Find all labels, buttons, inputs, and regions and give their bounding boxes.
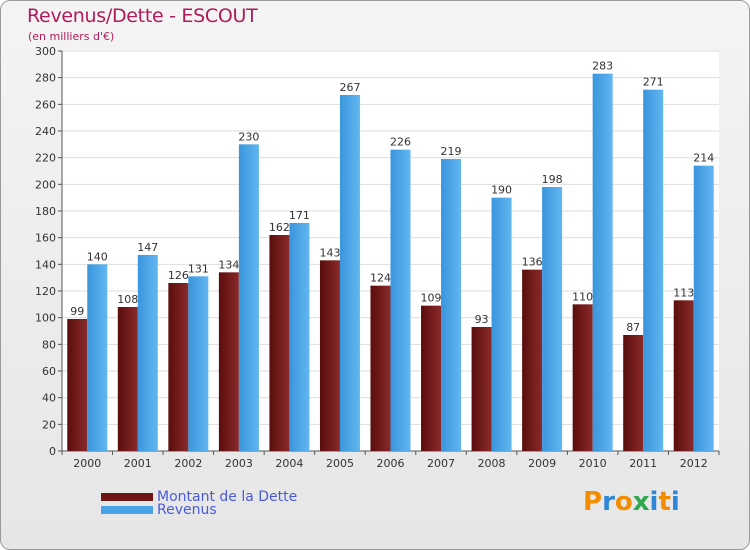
data-label-revenus: 190 <box>491 184 512 197</box>
data-label-dette: 143 <box>319 246 340 259</box>
bar-revenus <box>137 255 158 451</box>
bar-dette <box>471 327 492 451</box>
chart-subtitle: (en milliers d'€) <box>28 30 115 43</box>
data-label-revenus: 226 <box>390 136 411 149</box>
y-tick-label: 100 <box>35 312 56 325</box>
y-tick-label: 300 <box>35 45 56 58</box>
y-tick-label: 260 <box>35 98 56 111</box>
x-tick-label: 2001 <box>124 457 152 470</box>
bar-revenus <box>441 159 462 451</box>
data-label-revenus: 131 <box>188 262 209 275</box>
legend-label-revenus: Revenus <box>157 502 217 518</box>
y-tick-label: 140 <box>35 258 56 271</box>
bar-dette <box>421 305 442 451</box>
data-label-dette: 113 <box>673 286 694 299</box>
bar-dette <box>218 272 239 451</box>
data-label-dette: 108 <box>117 293 138 306</box>
y-tick-label: 0 <box>49 445 56 458</box>
logo-letter: r <box>602 487 615 517</box>
bar-revenus <box>592 73 613 452</box>
data-label-dette: 136 <box>522 256 543 269</box>
data-label-revenus: 267 <box>339 81 360 94</box>
bar-dette <box>673 300 694 451</box>
data-label-revenus: 230 <box>238 130 259 143</box>
proxiti-logo: Proxiti <box>583 487 680 517</box>
data-label-dette: 99 <box>70 305 84 318</box>
logo-letter: i <box>670 487 680 517</box>
data-label-dette: 162 <box>269 221 290 234</box>
x-tick-label: 2005 <box>326 457 354 470</box>
bar-dette <box>522 269 543 451</box>
bar-dette <box>117 307 138 451</box>
y-tick-label: 180 <box>35 205 56 218</box>
data-label-dette: 93 <box>475 313 489 326</box>
bar-dette <box>269 235 290 451</box>
data-label-revenus: 219 <box>441 145 462 158</box>
data-label-dette: 109 <box>421 292 442 305</box>
legend-swatch-dette <box>101 493 153 501</box>
bar-revenus <box>289 223 310 451</box>
bar-dette <box>168 283 189 451</box>
y-tick-label: 120 <box>35 285 56 298</box>
bar-revenus <box>87 264 108 451</box>
x-tick-label: 2003 <box>225 457 253 470</box>
data-label-revenus: 140 <box>87 250 108 263</box>
bar-dette <box>370 285 391 451</box>
data-label-dette: 134 <box>218 258 239 271</box>
y-tick-label: 280 <box>35 72 56 85</box>
bar-revenus <box>491 197 512 451</box>
y-tick-label: 40 <box>42 392 56 405</box>
x-tick-label: 2000 <box>73 457 101 470</box>
bar-revenus <box>643 89 664 452</box>
x-tick-label: 2010 <box>579 457 607 470</box>
legend-label-dette: Montant de la Dette <box>157 489 298 505</box>
data-label-dette: 126 <box>168 269 189 282</box>
y-tick-label: 240 <box>35 125 56 138</box>
x-tick-label: 2011 <box>629 457 657 470</box>
bar-revenus <box>188 276 209 451</box>
data-label-dette: 87 <box>626 321 640 334</box>
bar-revenus <box>238 144 259 452</box>
data-label-revenus: 271 <box>643 76 664 89</box>
y-tick-label: 80 <box>42 338 56 351</box>
bar-dette <box>623 335 644 451</box>
logo-letter: t <box>658 487 671 517</box>
y-tick-label: 200 <box>35 178 56 191</box>
x-tick-label: 2009 <box>528 457 556 470</box>
bar-revenus <box>390 149 411 451</box>
legend-swatch-revenus <box>101 506 153 514</box>
bar-dette <box>572 304 593 451</box>
data-label-revenus: 171 <box>289 209 310 222</box>
y-tick-label: 160 <box>35 232 56 245</box>
logo-letter: P <box>583 487 603 517</box>
data-label-revenus: 147 <box>137 241 158 254</box>
data-label-dette: 124 <box>370 272 391 285</box>
bar-revenus <box>542 187 563 451</box>
x-tick-label: 2002 <box>174 457 202 470</box>
x-tick-label: 2012 <box>680 457 708 470</box>
bar-dette <box>67 319 88 451</box>
x-tick-label: 2008 <box>478 457 506 470</box>
x-tick-label: 2007 <box>427 457 455 470</box>
y-tick-label: 60 <box>42 365 56 378</box>
bar-revenus <box>339 95 360 451</box>
y-tick-label: 220 <box>35 152 56 165</box>
data-label-revenus: 198 <box>542 173 563 186</box>
logo-letter: i <box>649 487 659 517</box>
bar-dette <box>319 260 340 451</box>
x-tick-label: 2004 <box>275 457 303 470</box>
data-label-dette: 110 <box>572 290 593 303</box>
data-label-revenus: 283 <box>592 60 613 73</box>
bar-revenus <box>693 165 714 451</box>
y-tick-label: 20 <box>42 418 56 431</box>
x-tick-label: 2006 <box>377 457 405 470</box>
logo-letter: o <box>614 487 633 517</box>
data-label-revenus: 214 <box>693 152 714 165</box>
chart-title: Revenus/Dette - ESCOUT <box>27 5 258 27</box>
logo-letter: x <box>632 487 650 517</box>
